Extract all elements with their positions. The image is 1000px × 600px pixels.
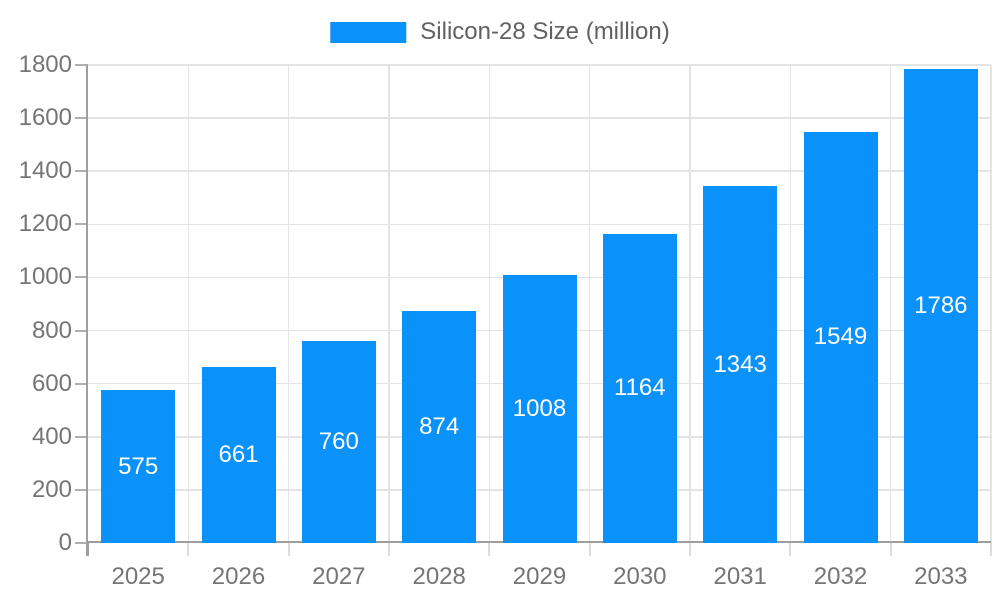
bar-2029 [502,275,577,543]
x-axis-tick [588,543,591,556]
h-gridline [88,64,991,66]
y-tick-label: 0 [58,529,72,556]
v-gridline [689,65,691,543]
y-axis-tick [75,488,88,491]
x-axis-tick [990,543,992,556]
bar-2031 [703,186,778,543]
bar-value-label: 1786 [914,291,968,319]
bar-2026 [201,367,276,543]
x-tick-label: 2033 [914,563,968,590]
x-tick-label: 2026 [211,563,266,590]
x-axis-tick [488,543,491,556]
h-gridline [88,223,991,226]
x-axis-tick [388,543,390,556]
y-tick-label: 1200 [18,210,72,238]
x-axis-tick [187,543,190,556]
bar-value-label: 1008 [512,395,567,423]
x-tick-label: 2025 [111,563,165,590]
bar-2033 [903,68,978,543]
y-axis-tick [75,117,88,120]
h-gridline [88,117,991,119]
x-tick-label: 2029 [512,563,567,590]
bar-value-label: 874 [419,412,460,440]
v-gridline [388,65,390,543]
v-gridline [789,65,792,543]
y-axis-tick [75,329,88,332]
x-tick-label: 2030 [613,563,667,590]
x-tick-label: 2031 [713,563,767,590]
y-tick-label: 400 [31,422,72,450]
y-axis-line [86,65,88,556]
v-gridline [889,65,892,543]
bar-2030 [602,233,677,543]
bar-value-label: 661 [218,441,259,469]
x-axis-tick [287,543,290,556]
y-axis-tick [75,382,88,385]
bar-value-label: 1343 [713,350,767,378]
v-gridline [187,65,190,543]
y-tick-label: 1000 [18,263,72,291]
legend-label: Silicon-28 Size (million) [420,18,670,45]
v-gridline [488,65,491,543]
y-tick-label: 800 [31,316,72,344]
bar-value-label: 575 [118,452,159,480]
bar-2028 [402,310,477,543]
x-axis-tick [87,543,89,556]
v-gridline [588,65,591,543]
legend-swatch [330,21,407,43]
y-tick-label: 600 [31,369,72,397]
x-axis-tick [689,543,691,556]
y-axis-tick [75,276,88,279]
bar-2025 [101,390,176,543]
y-axis-tick [75,223,88,226]
y-tick-label: 1600 [18,104,72,132]
legend-item[interactable]: Silicon-28 Size (million) [330,18,670,46]
v-gridline [287,65,290,543]
bar-2027 [301,341,376,543]
y-tick-label: 1400 [18,157,72,185]
y-axis-tick [75,64,88,66]
x-axis-tick [889,543,892,556]
x-tick-label: 2032 [813,563,868,590]
x-tick-label: 2027 [312,563,366,590]
y-tick-label: 200 [31,475,72,503]
bar-value-label: 760 [318,428,359,456]
x-axis-tick [789,543,792,556]
bar-value-label: 1164 [614,374,666,402]
bar-value-label: 1549 [813,323,868,351]
v-gridline [990,65,992,543]
y-axis-tick [75,435,88,438]
h-gridline [88,170,991,172]
y-axis-tick [75,170,88,173]
y-axis-tick [75,542,88,544]
x-tick-label: 2028 [412,563,466,590]
y-tick-label: 1800 [18,51,72,78]
bar-2032 [803,131,878,543]
